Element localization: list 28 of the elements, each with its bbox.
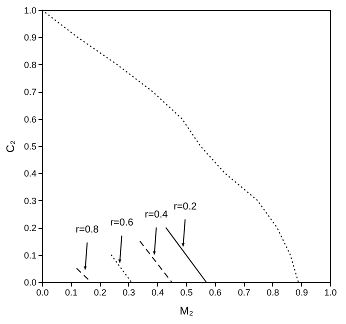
y-tick-label: 0.9 (24, 32, 36, 43)
x-tick-label: 0.0 (36, 288, 49, 298)
x-axis-title: M₂ (180, 306, 194, 318)
x-tick-label: 0.9 (295, 288, 308, 298)
y-axis-title: C₂ (4, 140, 17, 153)
x-tick-label: 0.3 (122, 288, 136, 298)
x-tick-label: 0.1 (65, 288, 78, 298)
x-tick-label: 0.4 (151, 288, 164, 298)
annotation: r=0.8 (76, 224, 100, 236)
x-tick-label: 0.7 (238, 288, 250, 298)
y-tick-label: 0.6 (24, 114, 36, 124)
y-tick-label: 0.5 (24, 142, 36, 152)
x-tick-label: 0.6 (209, 288, 222, 298)
y-tick-label: 0.4 (24, 168, 36, 179)
x-tick-label: 0.5 (180, 288, 193, 298)
y-tick-label: 0.7 (24, 87, 36, 98)
y-tick-label: 0.2 (24, 223, 36, 234)
annotation: r=0.4 (144, 210, 168, 221)
x-tick-label: 1.0 (324, 288, 337, 298)
annotation: r=0.6 (110, 218, 134, 229)
annotation: r=0.2 (174, 201, 198, 212)
y-tick-label: 0.8 (24, 60, 36, 70)
x-tick-label: 0.8 (266, 288, 280, 298)
y-tick-label: 1.0 (24, 6, 36, 16)
y-tick-label: 0.3 (24, 196, 36, 206)
y-tick-label: 0.0 (24, 278, 36, 288)
y-tick-label: 0.1 (24, 250, 36, 260)
x-tick-label: 0.2 (94, 288, 106, 298)
